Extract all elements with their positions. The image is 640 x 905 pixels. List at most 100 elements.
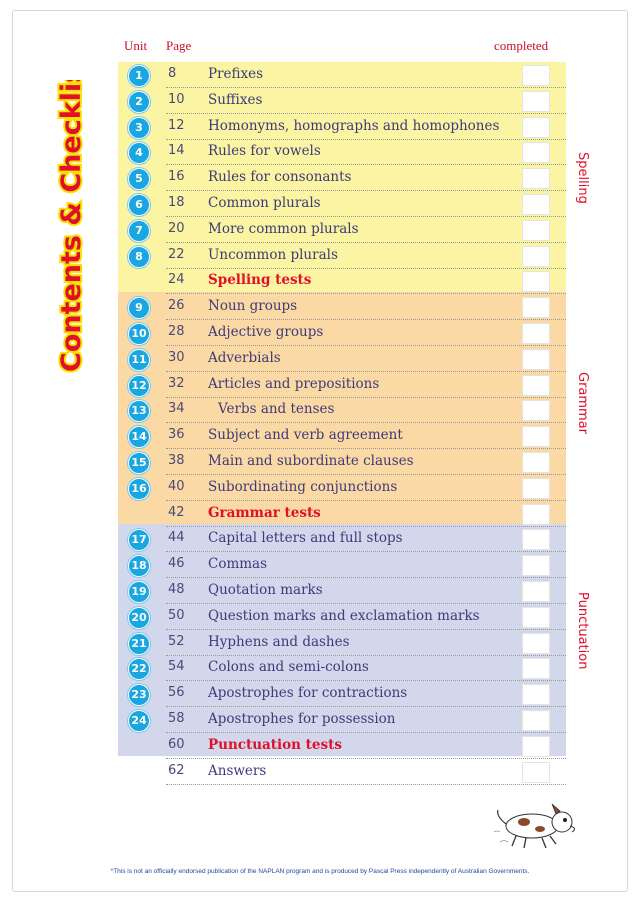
- unit-title: Capital letters and full stops: [208, 530, 403, 547]
- page-number: 8: [168, 66, 177, 81]
- page-number: 44: [168, 530, 185, 546]
- page-number: 58: [168, 711, 185, 726]
- unit-title: Rules for consonants: [208, 169, 352, 186]
- completed-checkbox[interactable]: [522, 658, 550, 680]
- side-title-text: Contents & Checklist: [56, 80, 87, 372]
- completed-checkbox[interactable]: [522, 374, 550, 396]
- page-number: 54: [168, 659, 185, 675]
- unit-title: Main and subordinate clauses: [208, 453, 414, 469]
- page-number: 56: [168, 685, 185, 701]
- unit-number-badge: 22: [128, 658, 150, 681]
- completed-checkbox[interactable]: [522, 323, 550, 344]
- dotted-divider: [166, 628, 566, 630]
- completed-checkbox[interactable]: [522, 581, 550, 602]
- unit-number-badge: 9: [128, 297, 150, 320]
- completed-checkbox[interactable]: [522, 348, 550, 370]
- completed-checkbox[interactable]: [522, 400, 550, 422]
- dotted-divider: [166, 783, 566, 785]
- dotted-divider: [166, 112, 566, 114]
- unit-title: Prefixes: [208, 66, 264, 82]
- unit-title: Articles and prepositions: [208, 375, 380, 392]
- unit-title: Adjective groups: [208, 324, 324, 340]
- unit-number-badge: 4: [128, 142, 150, 165]
- unit-title: Adverbials: [208, 349, 281, 366]
- unit-title: Uncommon plurals: [208, 246, 338, 263]
- completed-checkbox[interactable]: [522, 735, 550, 757]
- page-number: 30: [168, 349, 185, 365]
- dotted-divider: [166, 216, 566, 217]
- dotted-divider: [166, 164, 566, 166]
- unit-number-badge: 5: [128, 168, 150, 191]
- list-item: 3 12 Homonyms, homographs and homophones: [118, 114, 566, 140]
- completed-checkbox[interactable]: [522, 271, 550, 293]
- unit-title: Spelling tests: [208, 272, 312, 289]
- unit-title: Hyphens and dashes: [208, 633, 350, 650]
- dotted-divider: [166, 448, 566, 450]
- unit-title: Answers: [208, 762, 267, 779]
- completed-checkbox[interactable]: [522, 116, 550, 138]
- list-item: 23 56 Apostrophes for contractions: [118, 681, 566, 708]
- list-item: 6 18 Common plurals: [118, 191, 566, 217]
- section-label-punctuation: Punctuation: [575, 592, 590, 670]
- completed-checkbox[interactable]: [522, 606, 550, 628]
- list-item: 17 44 Capital letters and full stops: [118, 526, 566, 553]
- completed-checkbox[interactable]: [522, 761, 550, 783]
- page-number: 28: [168, 324, 185, 339]
- spelling-section-band: [118, 62, 566, 292]
- list-item: 13 34 Verbs and tenses: [118, 397, 566, 424]
- completed-checkbox[interactable]: [522, 684, 550, 706]
- unit-number-badge: 1: [128, 65, 150, 87]
- completed-checkbox[interactable]: [522, 194, 550, 215]
- unit-number-badge: 18: [128, 555, 150, 578]
- page-number: 18: [168, 195, 185, 210]
- page-number: 20: [168, 220, 185, 236]
- completed-checkbox[interactable]: [522, 142, 550, 164]
- page-number: 48: [168, 582, 185, 597]
- unit-title: Rules for vowels: [208, 143, 321, 160]
- list-item: 62 Answers: [118, 759, 566, 785]
- unit-number-badge: 14: [128, 426, 150, 449]
- dotted-divider: [166, 396, 566, 398]
- page-number: 24: [168, 272, 185, 288]
- unit-number-badge: 7: [128, 219, 150, 242]
- unit-number-badge: 3: [128, 116, 150, 139]
- completed-checkbox[interactable]: [522, 90, 550, 112]
- page-number: 14: [168, 143, 185, 159]
- dotted-divider: [166, 551, 566, 553]
- completed-checkbox[interactable]: [522, 245, 550, 267]
- unit-number-badge: 11: [128, 348, 150, 371]
- completed-checkbox[interactable]: [522, 219, 550, 241]
- list-item: 7 20 More common plurals: [118, 217, 566, 243]
- completed-checkbox[interactable]: [522, 555, 550, 577]
- completed-checkbox[interactable]: [522, 632, 550, 654]
- dotted-divider: [166, 577, 566, 579]
- contents-checklist-title: Contents & Checklist: [54, 80, 89, 374]
- completed-checkbox[interactable]: [522, 452, 550, 473]
- dog-illustration: [493, 803, 576, 849]
- unit-title: Subordinating conjunctions: [208, 478, 398, 495]
- page-number: 40: [168, 478, 185, 494]
- unit-number-badge: 15: [128, 452, 150, 474]
- completed-checkbox[interactable]: [522, 710, 550, 731]
- completed-checkbox[interactable]: [522, 477, 550, 499]
- completed-checkbox[interactable]: [522, 503, 550, 525]
- list-item: 2 10 Suffixes: [118, 88, 566, 114]
- completed-checkbox[interactable]: [522, 65, 550, 86]
- dotted-divider: [166, 499, 566, 501]
- list-item: 5 16 Rules for consonants: [118, 165, 566, 192]
- unit-number-badge: 24: [128, 710, 150, 732]
- list-item: 10 28 Adjective groups: [118, 320, 566, 346]
- page-number: 50: [168, 607, 185, 623]
- unit-number-badge: 13: [128, 400, 150, 423]
- unit-number-badge: 17: [128, 529, 150, 552]
- completed-checkbox[interactable]: [522, 529, 550, 551]
- page-number: 12: [168, 117, 185, 133]
- unit-title: Apostrophes for possession: [208, 711, 396, 727]
- dotted-divider: [166, 757, 566, 759]
- completed-checkbox[interactable]: [522, 426, 550, 448]
- page-number: 34: [168, 401, 185, 417]
- dotted-divider: [166, 603, 566, 604]
- completed-checkbox[interactable]: [522, 168, 550, 190]
- list-item: 24 58 Apostrophes for possession: [118, 707, 566, 733]
- completed-checkbox[interactable]: [522, 297, 550, 319]
